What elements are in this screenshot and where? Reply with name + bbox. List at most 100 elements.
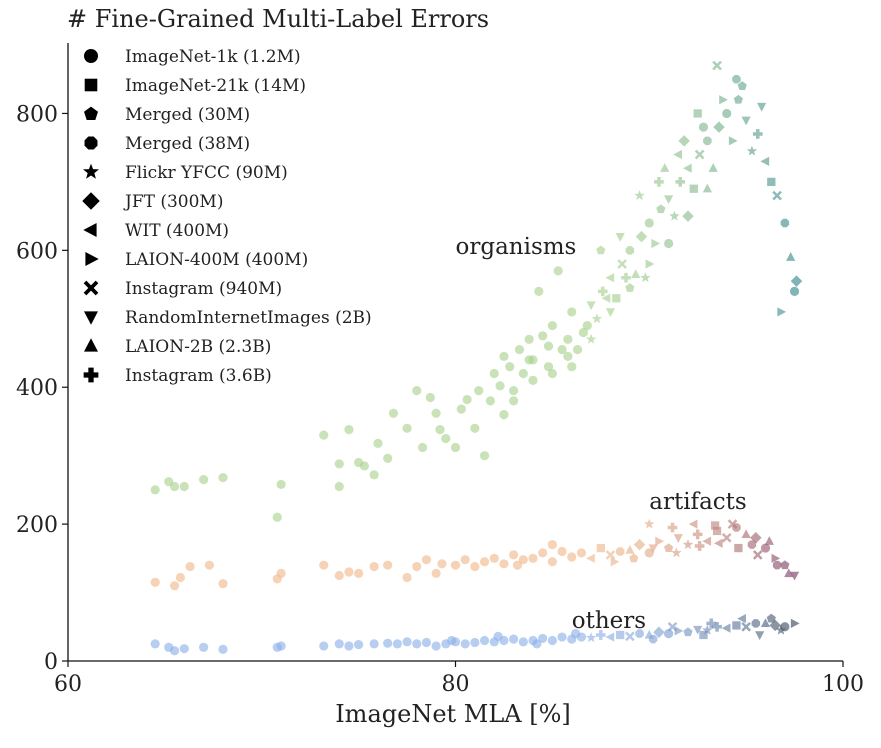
- point-organisms-30: [479, 451, 490, 461]
- point-organisms-80: [772, 190, 782, 201]
- point-organisms-42: [538, 331, 548, 341]
- point-artifacts-32: [576, 548, 587, 558]
- point-others-16: [412, 639, 422, 649]
- point-artifacts-17: [431, 568, 441, 578]
- point-others-61: [699, 630, 708, 640]
- point-organisms-116: [563, 351, 573, 362]
- point-organisms-86: [596, 245, 606, 255]
- point-others-47: [712, 621, 722, 632]
- point-artifacts-45: [702, 536, 712, 546]
- y-tick-label-0: 0: [44, 650, 58, 675]
- point-artifacts-11: [354, 568, 364, 578]
- point-organisms-51: [586, 301, 596, 311]
- point-organisms-98: [625, 283, 635, 292]
- point-others-36: [605, 632, 615, 642]
- point-artifacts-19: [450, 560, 461, 570]
- point-artifacts-46: [712, 526, 722, 536]
- point-organisms-18: [402, 423, 412, 433]
- point-artifacts-3: [185, 561, 195, 572]
- point-organisms-47: [563, 334, 573, 344]
- point-others-49: [732, 621, 741, 630]
- point-artifacts-60: [747, 540, 757, 549]
- data-marks: [150, 60, 803, 656]
- chart-title: # Fine-Grained Multi-Label Errors: [67, 5, 489, 33]
- point-artifacts-21: [470, 561, 480, 572]
- point-artifacts-41: [664, 543, 674, 552]
- point-others-23: [479, 635, 490, 646]
- point-artifacts-33: [586, 553, 595, 563]
- point-organisms-95: [682, 210, 694, 222]
- point-organisms-2: [169, 481, 180, 492]
- y-tick-label-600: 600: [16, 239, 58, 264]
- point-organisms-33: [495, 381, 505, 391]
- point-others-41: [653, 626, 665, 639]
- x-axis-ticks: 60 80 100: [54, 661, 864, 697]
- point-others-60: [737, 613, 746, 624]
- annotation-artifacts: artifacts: [649, 489, 746, 515]
- point-artifacts-15: [412, 561, 422, 572]
- point-artifacts-66: [648, 544, 658, 554]
- point-artifacts-18: [437, 559, 447, 569]
- point-organisms-29: [474, 386, 484, 396]
- point-organisms-94: [702, 183, 712, 193]
- point-organisms-24: [441, 433, 451, 444]
- legend-marker-pentagon: [84, 106, 98, 120]
- legend-marker-triangle-left: [83, 223, 97, 237]
- x-tick-label-60: 60: [54, 672, 82, 697]
- point-organisms-50: [578, 327, 588, 338]
- point-others-56: [766, 613, 776, 623]
- point-others-21: [460, 639, 470, 649]
- point-others-43: [674, 626, 684, 636]
- point-artifacts-70: [734, 543, 743, 553]
- point-artifacts-72: [772, 560, 782, 570]
- point-organisms-83: [790, 275, 803, 287]
- point-artifacts-14: [402, 572, 412, 583]
- point-organisms-4: [199, 475, 209, 485]
- point-artifacts-36: [615, 547, 625, 556]
- point-artifacts-5: [218, 579, 228, 589]
- point-artifacts-53: [780, 560, 790, 570]
- point-organisms-49: [572, 344, 583, 355]
- point-organisms-112: [640, 272, 651, 283]
- point-artifacts-64: [610, 557, 620, 567]
- point-organisms-92: [712, 60, 722, 71]
- point-others-45: [693, 625, 703, 635]
- annotation-others: others: [572, 608, 646, 634]
- point-others-22: [470, 637, 480, 648]
- point-organisms-22: [431, 408, 441, 418]
- point-artifacts-13: [383, 560, 393, 570]
- point-organisms-61: [651, 238, 661, 249]
- point-artifacts-16: [421, 555, 432, 565]
- point-artifacts-67: [671, 547, 682, 558]
- point-artifacts-22: [479, 557, 490, 567]
- point-others-3: [179, 644, 189, 654]
- point-organisms-106: [660, 163, 670, 172]
- point-organisms-99: [605, 308, 616, 317]
- point-organisms-87: [615, 232, 625, 242]
- point-organisms-62: [656, 204, 666, 214]
- point-artifacts-40: [655, 536, 664, 546]
- point-organisms-66: [682, 163, 692, 173]
- point-organisms-115: [582, 321, 592, 331]
- point-others-30: [547, 635, 557, 646]
- point-others-59: [706, 618, 717, 629]
- point-organisms-9: [334, 459, 344, 469]
- point-artifacts-34: [596, 543, 605, 553]
- point-others-11: [354, 639, 364, 650]
- point-organisms-38: [518, 368, 528, 379]
- point-organisms-15: [373, 438, 383, 448]
- point-artifacts-10: [344, 567, 354, 577]
- point-organisms-117: [543, 341, 554, 351]
- point-artifacts-51: [760, 543, 771, 553]
- point-artifacts-49: [741, 529, 751, 539]
- point-artifacts-44: [692, 529, 703, 540]
- point-artifacts-62: [547, 540, 557, 550]
- point-organisms-58: [631, 269, 641, 278]
- point-artifacts-28: [538, 548, 548, 558]
- point-artifacts-61: [764, 536, 774, 545]
- point-organisms-71: [713, 121, 725, 133]
- point-artifacts-12: [369, 561, 379, 572]
- point-others-55: [790, 618, 800, 628]
- point-organisms-79: [767, 177, 776, 187]
